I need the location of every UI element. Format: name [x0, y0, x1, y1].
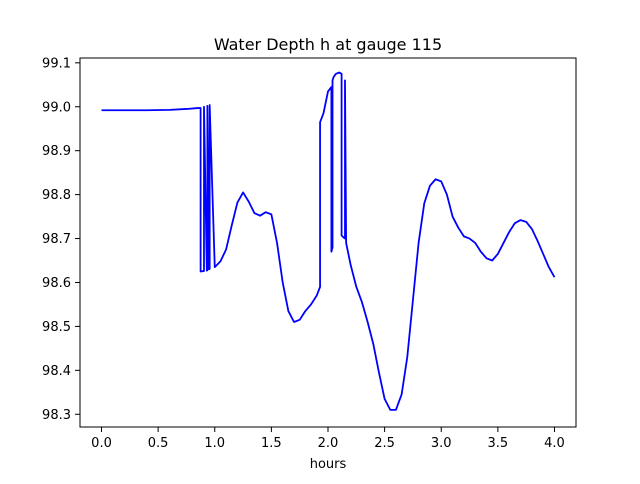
x-tick-label: 4.0	[544, 436, 565, 451]
x-tick-label: 1.0	[204, 436, 225, 451]
y-tick-label: 98.4	[42, 364, 71, 379]
y-tick-label: 98.6	[42, 276, 71, 291]
x-tick-label: 2.0	[318, 436, 339, 451]
y-tick-label: 98.8	[42, 188, 71, 203]
x-tick-label: 1.5	[261, 436, 282, 451]
y-tick-label: 99.0	[42, 100, 71, 115]
plot-area	[80, 58, 576, 427]
x-tick-label: 3.5	[488, 436, 509, 451]
x-axis-label: hours	[310, 457, 347, 472]
y-tick-label: 98.3	[42, 408, 71, 423]
x-tick-label: 2.5	[374, 436, 395, 451]
y-tick-label: 98.9	[42, 144, 71, 159]
x-tick-label: 0.5	[148, 436, 169, 451]
series-layer	[101, 71, 556, 411]
y-tick-label: 98.5	[42, 320, 71, 335]
y-tick-label: 98.7	[42, 232, 71, 247]
y-tick-label: 99.1	[42, 56, 71, 71]
y-axis: 98.3 98.4 98.5 98.6 98.7 98.8 98.9 99.0 99.1	[42, 56, 80, 423]
x-tick-label: 0.0	[91, 436, 112, 451]
x-tick-label: 3.0	[431, 436, 452, 451]
x-axis: 0.0 0.5 1.0 1.5 2.0 2.5 3.0 3.5 4.0	[91, 427, 565, 451]
chart-title: Water Depth h at gauge 115	[214, 35, 442, 54]
series-line	[101, 71, 556, 411]
